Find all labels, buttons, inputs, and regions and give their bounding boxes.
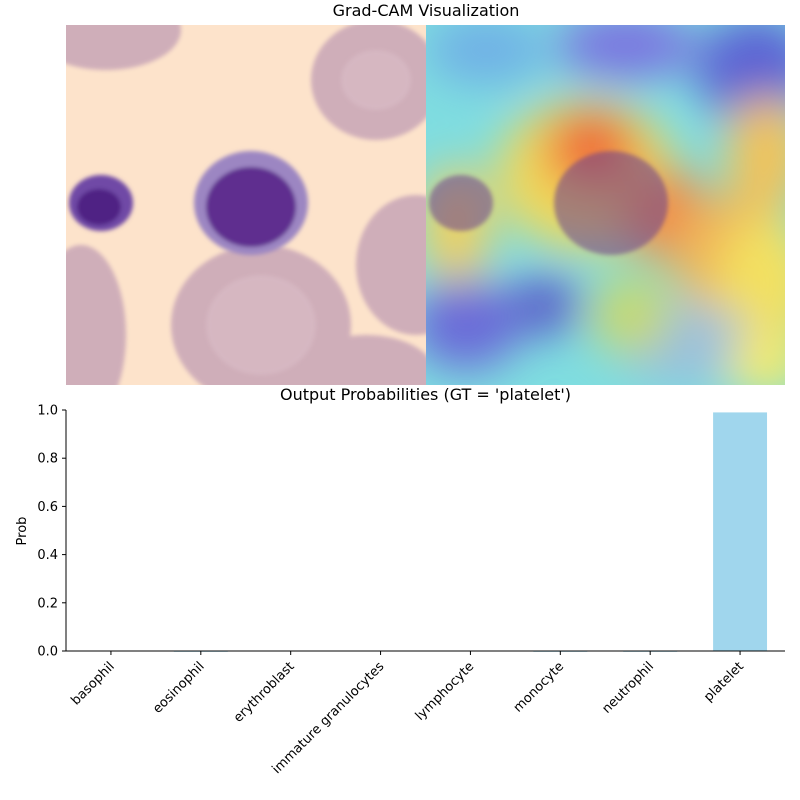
figure-title: Grad-CAM Visualization xyxy=(332,1,520,20)
x-tick-label: basophil xyxy=(69,659,118,708)
y-axis-label: Prob xyxy=(15,517,30,546)
gradcam-heatmap-image xyxy=(426,25,785,385)
x-tick-label: eosinophil xyxy=(150,659,207,716)
y-tick-label: 0.2 xyxy=(37,596,58,611)
x-tick-label: lymphocyte xyxy=(413,659,478,724)
y-tick-label: 1.0 xyxy=(37,404,58,419)
x-tick-label: neutrophil xyxy=(600,659,657,716)
y-tick-label: 0.4 xyxy=(37,548,58,563)
x-tick-label: erythroblast xyxy=(231,659,298,726)
x-tick-label: monocyte xyxy=(511,659,567,715)
bar-platelet xyxy=(713,412,768,651)
chart-title: Output Probabilities (GT = 'platelet') xyxy=(279,385,572,404)
x-tick-label: platelet xyxy=(701,659,747,705)
gradcam-image-panel xyxy=(66,25,785,385)
y-tick-label: 0.8 xyxy=(37,452,58,467)
y-tick-label: 0.6 xyxy=(37,500,58,515)
y-tick-label: 0.0 xyxy=(37,645,58,660)
original-smear-image xyxy=(66,25,426,385)
